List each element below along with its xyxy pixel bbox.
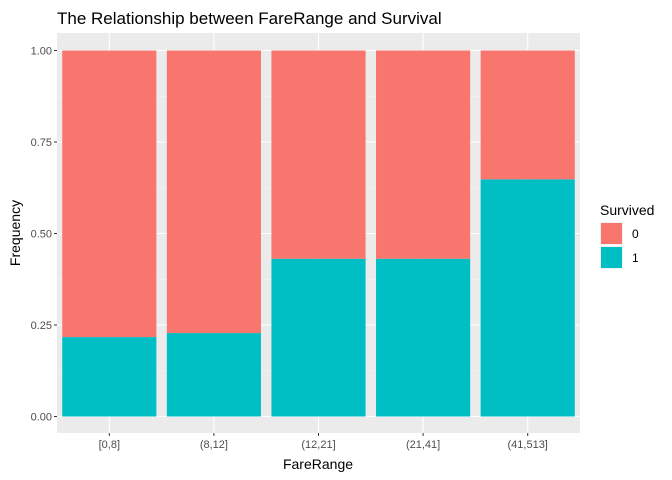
legend-label-1: 1 (632, 251, 639, 265)
y-axis: 0.00 0.25 0.50 0.75 1.00 (31, 46, 57, 424)
legend-swatch-0 (601, 223, 622, 244)
y-tick-label: 0.50 (31, 229, 52, 241)
bar-segment-1-0 (62, 337, 157, 417)
x-tick-label: (8,12] (200, 439, 228, 451)
x-tick-label: [0,8] (99, 439, 120, 451)
bar-segment-0-4 (480, 50, 575, 180)
legend-title: Survived (600, 202, 654, 218)
y-tick-label: 0.75 (31, 137, 52, 149)
bars (62, 50, 575, 417)
chart-title: The Relationship between FareRange and S… (57, 9, 442, 28)
legend: Survived 0 1 (600, 202, 654, 269)
legend-swatch-1 (601, 247, 622, 268)
bar-segment-1-2 (271, 258, 366, 417)
bar-segment-0-1 (166, 50, 261, 334)
legend-label-0: 0 (632, 227, 639, 241)
y-tick-label: 0.25 (31, 320, 52, 332)
bar-segment-1-4 (480, 179, 575, 417)
bar-segment-0-2 (271, 50, 366, 259)
bar-segment-0-3 (376, 50, 471, 259)
bar-segment-0-0 (62, 50, 157, 338)
bar-segment-1-3 (376, 258, 471, 417)
x-tick-label: (12,21] (301, 439, 335, 451)
y-tick-label: 1.00 (31, 46, 52, 58)
x-tick-label: (41,513] (508, 439, 548, 451)
y-tick-label: 0.00 (31, 412, 52, 424)
x-axis: [0,8] (8,12] (12,21] (21,41] (41,513] (99, 433, 548, 451)
bar-segment-1-1 (166, 333, 261, 417)
x-tick-label: (21,41] (406, 439, 440, 451)
y-axis-title: Frequency (7, 200, 23, 266)
x-axis-title: FareRange (283, 456, 353, 472)
